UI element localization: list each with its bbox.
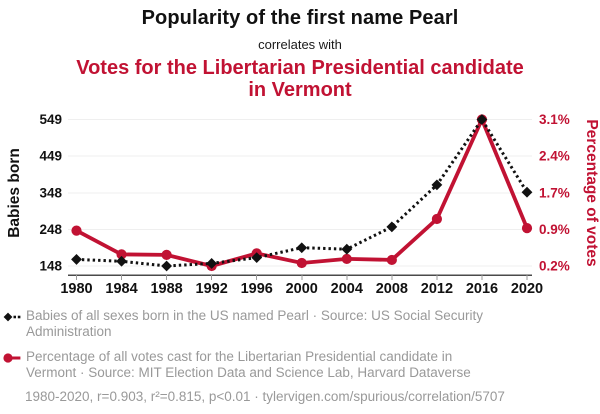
svg-text:2016: 2016	[466, 281, 498, 297]
svg-text:2008: 2008	[376, 281, 408, 297]
svg-text:1984: 1984	[105, 281, 137, 297]
dual-axis-line-chart: 148 248 348 449 549 0.2% 0.9% 1.7% 2.4% 3.1% 1980 1…	[0, 102, 600, 302]
svg-text:2004: 2004	[331, 281, 363, 297]
chart-plot-area: 148 248 348 449 549 0.2% 0.9% 1.7% 2.4% 3.1% 1980 1…	[6, 112, 600, 297]
svg-text:2.4%: 2.4%	[539, 148, 570, 163]
svg-text:0.9%: 0.9%	[539, 222, 570, 237]
legend-label: Babies of all sexes born in the US named…	[26, 307, 483, 339]
correlates-with-label: correlates with	[258, 37, 342, 52]
svg-text:1980: 1980	[60, 281, 92, 297]
svg-text:2020: 2020	[511, 281, 543, 297]
stats-footnote: 1980-2020, r=0.903, r²=0.815, p<0.01 · t…	[25, 389, 505, 405]
svg-text:1996: 1996	[241, 281, 273, 297]
red-solid-circle-series-icon	[3, 353, 21, 363]
svg-text:3.1%: 3.1%	[539, 112, 570, 127]
legend-item-votes: Percentage of all votes cast for the Lib…	[3, 349, 600, 381]
svg-text:Babies born: Babies born	[6, 148, 23, 238]
chart-header: Popularity of the first name Pearl corre…	[0, 0, 600, 102]
black-dotted-diamond-series-icon	[3, 312, 21, 322]
svg-text:2012: 2012	[421, 281, 453, 297]
svg-text:1.7%: 1.7%	[539, 185, 570, 200]
legend-label: Percentage of all votes cast for the Lib…	[26, 348, 471, 380]
svg-text:348: 348	[39, 185, 62, 200]
svg-text:148: 148	[39, 258, 62, 273]
chart-title: Popularity of the first name Pearl	[141, 7, 459, 29]
svg-text:248: 248	[39, 222, 62, 237]
svg-text:549: 549	[39, 112, 62, 127]
chart-legend: Babies of all sexes born in the US named…	[0, 302, 600, 405]
svg-text:0.2%: 0.2%	[539, 258, 570, 273]
legend-item-babies: Babies of all sexes born in the US named…	[3, 308, 600, 340]
svg-text:2000: 2000	[286, 281, 318, 297]
svg-text:1988: 1988	[150, 281, 182, 297]
chart-subtitle: Votes for the Libertarian Presidential c…	[76, 57, 524, 102]
svg-text:449: 449	[39, 148, 62, 163]
svg-text:1992: 1992	[196, 281, 228, 297]
svg-text:Percentage of votes: Percentage of votes	[583, 119, 600, 266]
